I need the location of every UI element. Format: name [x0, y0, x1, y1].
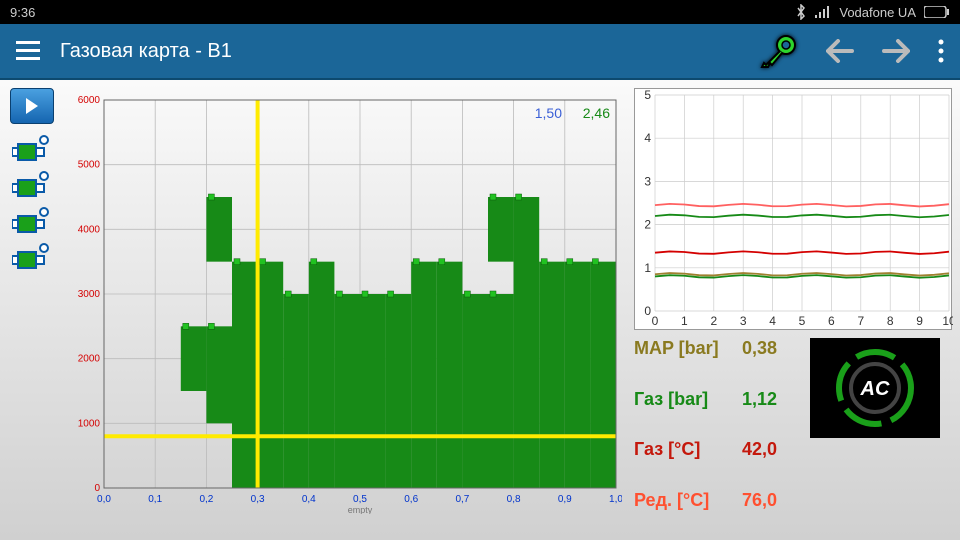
svg-text:2: 2 — [710, 314, 717, 328]
svg-text:5: 5 — [799, 314, 806, 328]
svg-text:10: 10 — [942, 314, 953, 328]
svg-text:3: 3 — [644, 174, 651, 188]
carrier-label: Vodafone UA — [839, 5, 916, 20]
svg-text:1,0: 1,0 — [609, 494, 622, 505]
svg-text:0,4: 0,4 — [302, 494, 316, 505]
svg-text:0,6: 0,6 — [404, 494, 418, 505]
back-button[interactable] — [826, 39, 854, 63]
svg-text:2: 2 — [644, 218, 651, 232]
injector-icon[interactable] — [12, 170, 52, 206]
battery-icon — [924, 6, 950, 18]
reading-label: Ред. [°C] — [634, 490, 734, 537]
reading-value: 76,0 — [742, 490, 802, 537]
svg-text:0,1: 0,1 — [148, 494, 162, 505]
svg-text:1,50: 1,50 — [535, 105, 562, 121]
svg-text:5000: 5000 — [78, 160, 101, 171]
menu-button[interactable] — [16, 41, 40, 61]
svg-text:0,8: 0,8 — [507, 494, 521, 505]
svg-text:0,2: 0,2 — [199, 494, 213, 505]
svg-text:3: 3 — [740, 314, 747, 328]
svg-text:2,46: 2,46 — [583, 105, 610, 121]
reading-label: MAP [bar] — [634, 338, 734, 385]
svg-text:8: 8 — [887, 314, 894, 328]
svg-text:9: 9 — [916, 314, 923, 328]
svg-text:0,3: 0,3 — [251, 494, 265, 505]
svg-text:2000: 2000 — [78, 354, 101, 365]
svg-text:0: 0 — [652, 314, 659, 328]
more-button[interactable] — [938, 39, 944, 63]
svg-text:1: 1 — [681, 314, 688, 328]
readings-table: MAP [bar]0,38Газ [bar]1,12Газ [°C]42,0Ре… — [634, 338, 802, 536]
key-icon[interactable] — [758, 33, 798, 69]
forward-button[interactable] — [882, 39, 910, 63]
injector-icon[interactable] — [12, 134, 52, 170]
svg-text:6: 6 — [828, 314, 835, 328]
svg-text:0,9: 0,9 — [558, 494, 572, 505]
svg-text:0: 0 — [94, 483, 100, 494]
svg-text:AC: AC — [860, 378, 890, 400]
reading-value: 1,12 — [742, 389, 802, 436]
expand-button[interactable] — [10, 88, 54, 124]
svg-text:4: 4 — [644, 131, 651, 145]
reading-value: 0,38 — [742, 338, 802, 385]
page-title: Газовая карта - B1 — [60, 40, 738, 63]
injector-icon[interactable] — [12, 206, 52, 242]
injector-icon[interactable] — [12, 242, 52, 278]
reading-value: 42,0 — [742, 439, 802, 486]
svg-text:3000: 3000 — [78, 289, 101, 300]
svg-text:1000: 1000 — [78, 418, 101, 429]
svg-text:0,7: 0,7 — [455, 494, 469, 505]
signal-icon — [815, 6, 831, 18]
svg-text:0: 0 — [644, 304, 651, 318]
svg-text:4: 4 — [769, 314, 776, 328]
reading-label: Газ [bar] — [634, 389, 734, 436]
main-chart[interactable]: 0 1000 2000 3000 4000 5000 6000 0,0 0,1 0,2 0,3 0,4… — [64, 80, 630, 540]
status-time: 9:36 — [10, 5, 35, 20]
brand-logo: AC — [810, 338, 940, 438]
svg-text:1: 1 — [644, 261, 651, 275]
svg-text:5: 5 — [644, 89, 651, 102]
svg-text:6000: 6000 — [78, 95, 101, 106]
reading-label: Газ [°C] — [634, 439, 734, 486]
svg-text:7: 7 — [857, 314, 864, 328]
bluetooth-icon — [795, 4, 807, 20]
svg-text:0,5: 0,5 — [353, 494, 367, 505]
svg-text:0,0: 0,0 — [97, 494, 111, 505]
live-chart: 0 1 2 3 4 5 0 1 2 3 4 5 6 7 8 9 10 — [634, 88, 952, 330]
svg-text:4000: 4000 — [78, 224, 101, 235]
svg-text:empty: empty — [348, 505, 373, 514]
